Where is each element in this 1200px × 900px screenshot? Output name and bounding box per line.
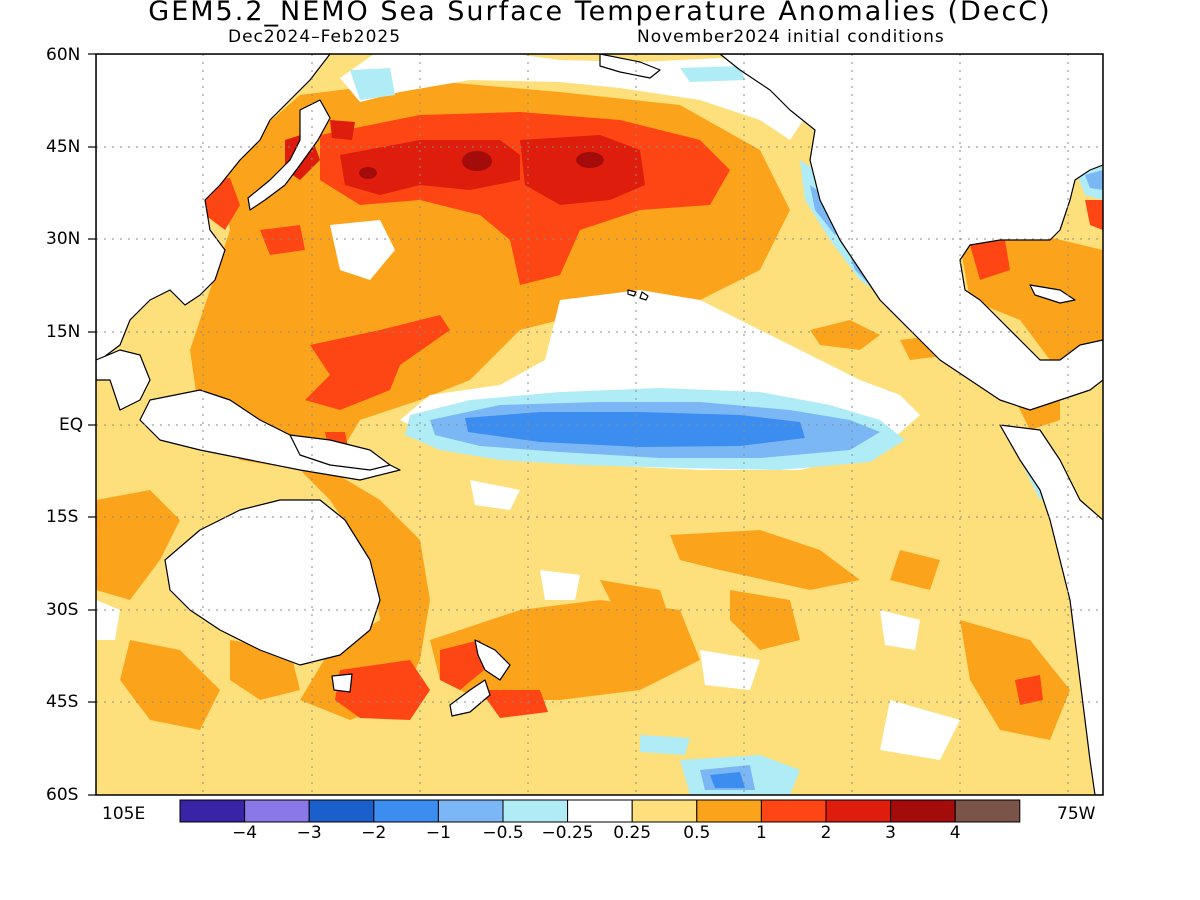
colorbar-swatch: [502, 799, 569, 823]
new-zealand-north: [474, 639, 511, 681]
japan-landmass: [247, 99, 331, 211]
colorbar-label: −2: [361, 823, 387, 843]
colorbar-label: −4: [232, 823, 258, 843]
colorbar-swatch: [437, 799, 504, 823]
colorbar-swatch: [244, 799, 310, 823]
lon-label-east: 75W: [1057, 804, 1096, 824]
new-guinea-landmass: [289, 434, 391, 471]
anomaly-neg1-to-neg2-regions: [465, 412, 805, 788]
colorbar-label: −0.5: [482, 823, 524, 843]
colorbar-label: −0.25: [541, 823, 594, 843]
indochina-landmass: [96, 349, 151, 411]
colorbar-swatches: [179, 799, 1021, 823]
lat-label-eq: EQ: [59, 415, 84, 435]
colorbar-swatch: [631, 799, 698, 823]
anomaly-3-to-4-regions: [359, 151, 604, 179]
lat-label-30n: 30N: [46, 229, 81, 249]
colorbar-label: 0.25: [613, 823, 652, 843]
cuba-landmass: [1029, 284, 1076, 304]
graticule: [96, 54, 1103, 795]
asia-landmass: [96, 54, 331, 361]
australia-landmass: [164, 499, 381, 666]
colorbar-label: −1: [425, 823, 451, 843]
colorbar-swatch: [373, 799, 439, 823]
colorbar-label: 0.5: [683, 823, 711, 843]
colorbar-swatch: [760, 799, 827, 823]
colorbar-label: 1: [755, 823, 767, 843]
new-zealand-south: [449, 679, 491, 717]
forecast-period: Dec2024–Feb2025: [228, 27, 402, 47]
lat-label-15n: 15N: [46, 322, 81, 342]
initial-conditions: November2024 initial conditions: [637, 27, 945, 47]
colorbar-swatch: [825, 799, 892, 823]
colorbar-swatch: [567, 799, 633, 823]
lat-label-45n: 45N: [46, 137, 81, 157]
map-plot-area: [96, 54, 1103, 795]
colorbar-label: 3: [885, 823, 896, 843]
colorbar-label: −3: [296, 823, 322, 843]
lat-label-45s: 45S: [46, 692, 79, 712]
colorbar-swatch: [308, 799, 375, 823]
lat-label-15s: 15S: [46, 507, 79, 527]
south-america-landmass: [999, 424, 1103, 795]
colorbar-swatch: [696, 799, 762, 823]
north-america-landmass: [719, 54, 1103, 411]
tasmania-landmass: [331, 673, 353, 693]
colorbar-label: 4: [949, 823, 961, 843]
lat-label-60n: 60N: [46, 45, 81, 65]
lat-ticks: [88, 53, 96, 796]
alaska-peninsula: [599, 54, 661, 79]
colorbar-swatch: [890, 799, 956, 823]
colorbar-swatch: [954, 799, 1021, 823]
land-masses: [96, 54, 1103, 795]
lat-label-30s: 30S: [46, 600, 79, 620]
lon-label-west: 105E: [102, 804, 146, 824]
hawaii-islands: [627, 289, 649, 301]
lat-label-60s: 60S: [46, 785, 79, 805]
colorbar-label: 2: [820, 823, 832, 843]
map-title: GEM5.2_NEMO Sea Surface Temperature Anom…: [148, 0, 1052, 27]
colorbar-swatch: [179, 799, 246, 823]
